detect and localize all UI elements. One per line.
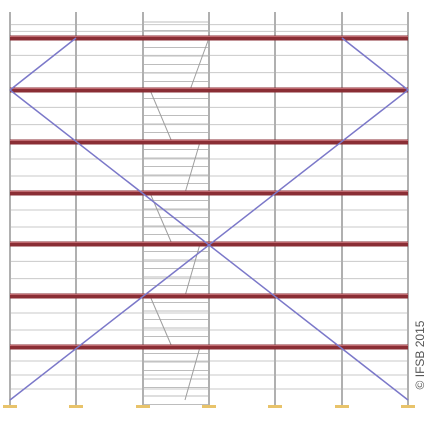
base-plate xyxy=(268,405,282,408)
brace xyxy=(9,89,409,401)
copyright: © IFSB 2015 xyxy=(413,320,427,389)
ladder-diagonal xyxy=(184,243,201,297)
ladder-diagonal xyxy=(184,141,201,194)
ladder-diagonal xyxy=(189,37,210,91)
base-plate xyxy=(69,405,83,408)
base-plate xyxy=(335,405,349,408)
ladder-diagonal xyxy=(149,89,173,143)
base-plate xyxy=(202,405,216,408)
ladder-diagonal xyxy=(149,295,173,348)
base-plate xyxy=(3,405,17,408)
brace xyxy=(9,37,77,91)
ladder-diagonal xyxy=(184,346,201,401)
scaffold-structure xyxy=(3,12,415,408)
brace xyxy=(341,37,409,91)
base-plate xyxy=(401,405,415,408)
base-plate xyxy=(136,405,150,408)
